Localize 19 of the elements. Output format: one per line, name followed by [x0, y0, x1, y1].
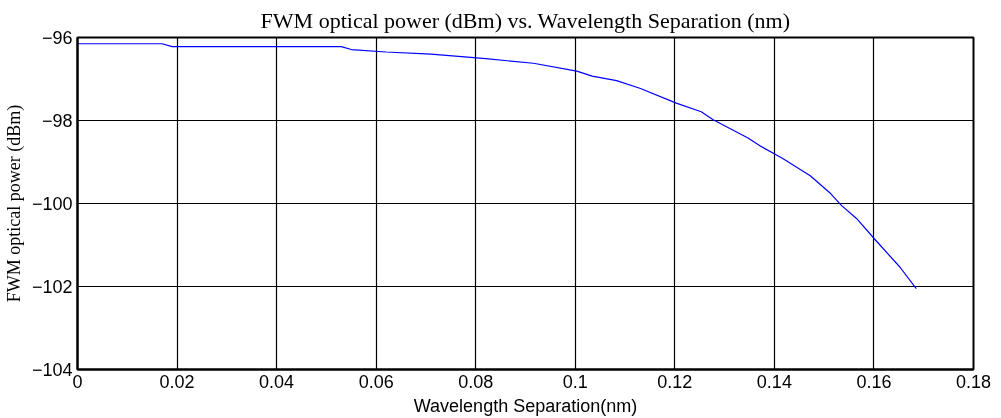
x-tick-label: 0.02	[159, 371, 195, 392]
x-tick-label: 0.14	[756, 371, 792, 392]
y-tick-label: −96	[41, 28, 73, 48]
x-tick-label: 0.08	[458, 371, 494, 392]
y-tick-label: −98	[41, 111, 73, 131]
x-tick-label: 0.1	[562, 371, 588, 392]
x-tick-label: 0.06	[358, 371, 394, 392]
y-tick-label: −104	[31, 360, 73, 380]
y-tick-label: −100	[31, 194, 73, 214]
x-tick-label: 0.04	[259, 371, 295, 392]
chart-title: FWM optical power (dBm) vs. Wavelength Separation (nm)	[260, 7, 790, 33]
x-tick-label: 0.16	[856, 371, 892, 392]
y-tick-label: −102	[31, 277, 73, 297]
x-tick-label: 0	[72, 371, 83, 392]
x-axis-title: Wavelength Separation(nm)	[413, 395, 638, 416]
x-tick-label: 0.12	[657, 371, 693, 392]
x-tick-label: 0.18	[955, 371, 992, 392]
y-axis-title: FWM optical power (dBm)	[3, 104, 25, 303]
line-series	[77, 43, 917, 290]
